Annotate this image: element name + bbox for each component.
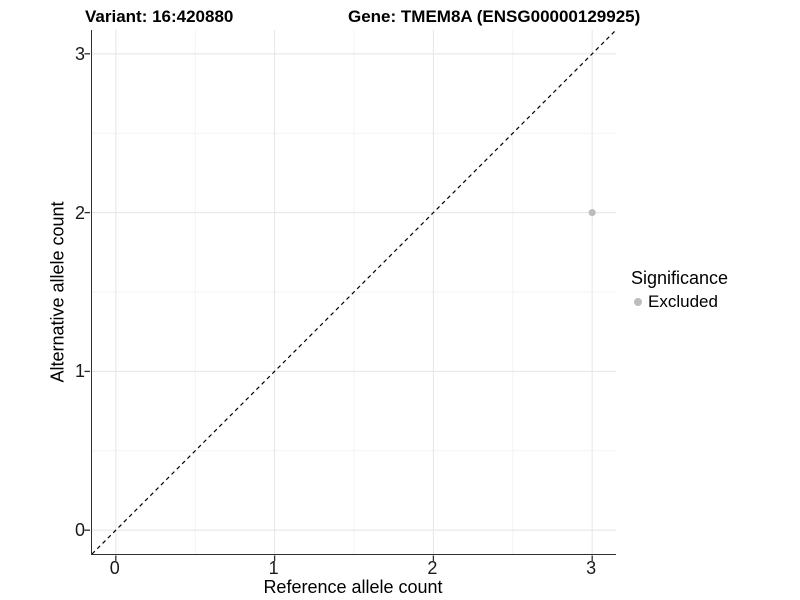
x-tick-label: 2 (427, 558, 438, 578)
identity-dashed-line (91, 29, 617, 555)
legend-entry-label: Excluded (648, 292, 718, 311)
plot-area-svg (84, 29, 617, 561)
y-tick-label: 0 (74, 520, 85, 541)
legend-title: Significance (631, 268, 729, 288)
y-tick-label: 2 (74, 202, 85, 223)
y-tick-label: 1 (74, 361, 85, 382)
data-point (588, 209, 596, 217)
plot-title-gene: Gene: TMEM8A (ENSG00000129925) (348, 7, 641, 26)
x-axis-tick-labels: 0 1 2 3 (91, 559, 615, 577)
y-tick-label: 3 (74, 43, 85, 64)
x-tick-label: 0 (109, 558, 120, 578)
legend: Significance Excluded (631, 268, 728, 311)
legend-key-circle-icon (634, 297, 642, 306)
plot-title-variant: Variant: 16:420880 (85, 7, 234, 26)
x-tick-label: 3 (586, 558, 597, 578)
y-axis-tick-labels: 0 1 2 3 (41, 30, 85, 554)
legend-entry-excluded: Excluded (631, 292, 728, 311)
x-axis-title: Reference allele count (263, 577, 443, 597)
y-axis-title: Alternative allele count (47, 201, 68, 383)
x-tick-label: 1 (268, 558, 279, 578)
plot-panel (84, 29, 617, 561)
